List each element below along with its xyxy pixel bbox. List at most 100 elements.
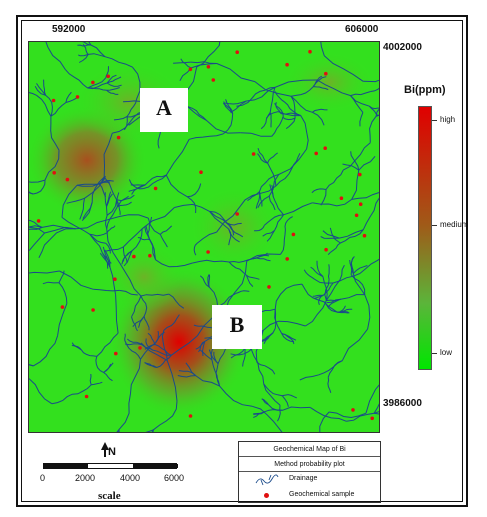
drainage-stream xyxy=(312,76,327,87)
drainage-stream xyxy=(267,152,278,164)
drainage-stream xyxy=(143,316,150,331)
drainage-stream xyxy=(267,162,277,187)
drainage-stream xyxy=(281,333,297,341)
drainage-stream xyxy=(106,87,120,91)
sample-point xyxy=(106,74,110,79)
drainage-stream xyxy=(263,383,281,406)
drainage-stream xyxy=(77,384,92,395)
drainage-stream xyxy=(338,308,353,313)
drainage-stream xyxy=(174,203,210,212)
drainage-stream xyxy=(281,333,295,343)
drainage-stream xyxy=(29,225,43,228)
drainage-stream xyxy=(116,192,120,207)
drainage-stream xyxy=(154,344,172,356)
drainage-stream xyxy=(327,242,341,255)
north-arrow-icon xyxy=(101,442,109,450)
drainage-stream xyxy=(272,309,277,334)
drainage-stream xyxy=(332,273,361,284)
drainage-stream xyxy=(59,270,94,290)
drainage-stream xyxy=(143,174,167,190)
drainage-stream xyxy=(65,91,72,103)
drainage-stream xyxy=(369,105,379,110)
drainage-stream xyxy=(171,335,198,356)
drainage-stream xyxy=(29,226,45,234)
sample-point xyxy=(114,351,118,356)
drainage-stream xyxy=(122,246,128,264)
drainage-stream xyxy=(206,120,241,134)
drainage-stream xyxy=(337,305,346,313)
drainage-stream xyxy=(253,411,265,415)
drainage-stream xyxy=(61,216,91,235)
drainage-stream xyxy=(256,361,276,375)
drainage-stream xyxy=(126,98,138,117)
drainage-stream xyxy=(325,279,341,301)
sample-point xyxy=(235,50,239,54)
sample-point xyxy=(251,152,256,156)
drainage-stream xyxy=(156,354,172,368)
sample-point xyxy=(132,254,136,259)
drainage-stream xyxy=(310,266,324,277)
drainage-stream xyxy=(91,381,103,386)
colorbar-tick-medium xyxy=(432,225,437,226)
drainage-stream xyxy=(208,274,211,288)
drainage-stream xyxy=(191,259,230,264)
sample-point xyxy=(138,346,142,350)
drainage-stream xyxy=(65,69,88,89)
drainage-stream xyxy=(58,270,65,283)
drainage-stream xyxy=(105,66,109,78)
drainage-stream xyxy=(342,142,371,171)
drainage-stream xyxy=(144,174,167,186)
north-label: N xyxy=(108,446,116,458)
sample-point xyxy=(52,171,56,175)
drainage-stream xyxy=(165,174,188,198)
drainage-stream xyxy=(369,116,377,143)
drainage-stream xyxy=(88,53,106,58)
drainage-stream xyxy=(246,86,276,102)
drainage-stream xyxy=(285,117,296,130)
drainage-stream xyxy=(359,112,364,127)
drainage-stream xyxy=(159,225,173,235)
drainage-stream xyxy=(274,214,284,231)
drainage-stream xyxy=(38,239,50,259)
drainage-stream xyxy=(268,404,283,411)
drainage-stream xyxy=(145,338,153,351)
drainage-stream xyxy=(141,207,175,230)
drainage-stream xyxy=(130,359,141,394)
drainage-stream xyxy=(187,196,197,214)
drainage-stream xyxy=(363,79,379,83)
drainage-stream xyxy=(313,86,329,91)
drainage-stream xyxy=(375,114,379,117)
drainage-stream xyxy=(350,95,370,107)
drainage-stream xyxy=(147,216,153,235)
coord-x-right: 606000 xyxy=(345,24,379,35)
drainage-stream xyxy=(117,195,129,207)
drainage-stream xyxy=(305,300,327,327)
drainage-stream xyxy=(375,108,379,117)
drainage-stream xyxy=(351,170,360,200)
sample-point xyxy=(206,65,211,69)
drainage-stream xyxy=(199,349,213,361)
drainage-stream xyxy=(252,405,283,432)
drainage-stream xyxy=(102,246,111,268)
drainage-stream xyxy=(103,372,113,382)
scale-segment-1 xyxy=(44,464,88,468)
map-canvas xyxy=(29,42,379,432)
drainage-stream xyxy=(78,54,89,63)
drainage-stream xyxy=(29,92,37,96)
geochemical-map[interactable]: A B xyxy=(28,41,380,433)
sample-point xyxy=(116,135,121,140)
drainage-stream xyxy=(149,239,156,260)
drainage-stream xyxy=(81,349,97,357)
drainage-stream xyxy=(119,262,142,297)
drainage-stream xyxy=(87,77,107,89)
drainage-stream xyxy=(284,216,293,230)
drainage-stream xyxy=(50,116,60,151)
sample-point xyxy=(308,49,312,54)
drainage-stream xyxy=(165,139,190,176)
drainage-stream xyxy=(323,55,364,82)
drainage-stream xyxy=(29,226,43,231)
drainage-stream xyxy=(76,183,98,187)
drainage-stream xyxy=(359,258,379,274)
drainage-stream xyxy=(254,81,292,97)
drainage-stream xyxy=(116,194,135,202)
